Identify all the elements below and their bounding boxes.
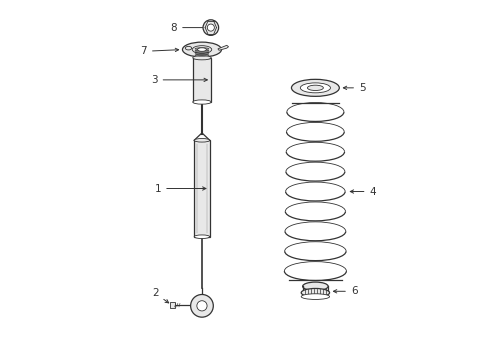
Ellipse shape: [192, 46, 211, 54]
Bar: [192, 58, 211, 102]
Ellipse shape: [182, 42, 221, 57]
Ellipse shape: [192, 55, 211, 60]
Text: 1: 1: [154, 184, 205, 194]
Bar: [169, 302, 175, 308]
Ellipse shape: [194, 139, 209, 142]
Ellipse shape: [194, 235, 209, 238]
Ellipse shape: [291, 79, 339, 96]
Bar: [194, 140, 209, 237]
Ellipse shape: [301, 288, 329, 297]
Text: 6: 6: [333, 286, 357, 296]
Ellipse shape: [302, 282, 327, 291]
Text: 2: 2: [152, 288, 168, 303]
Circle shape: [197, 301, 206, 311]
Polygon shape: [218, 45, 228, 50]
Circle shape: [190, 294, 213, 317]
Ellipse shape: [185, 46, 191, 50]
Circle shape: [207, 24, 214, 31]
Text: 5: 5: [343, 83, 365, 93]
Text: 8: 8: [170, 23, 206, 33]
Ellipse shape: [192, 100, 211, 104]
Ellipse shape: [301, 294, 329, 300]
Ellipse shape: [300, 83, 330, 93]
Text: 4: 4: [349, 186, 375, 197]
Text: 3: 3: [151, 75, 207, 85]
Ellipse shape: [307, 85, 323, 90]
Text: 7: 7: [140, 46, 178, 56]
Circle shape: [203, 20, 218, 35]
Ellipse shape: [197, 48, 206, 51]
